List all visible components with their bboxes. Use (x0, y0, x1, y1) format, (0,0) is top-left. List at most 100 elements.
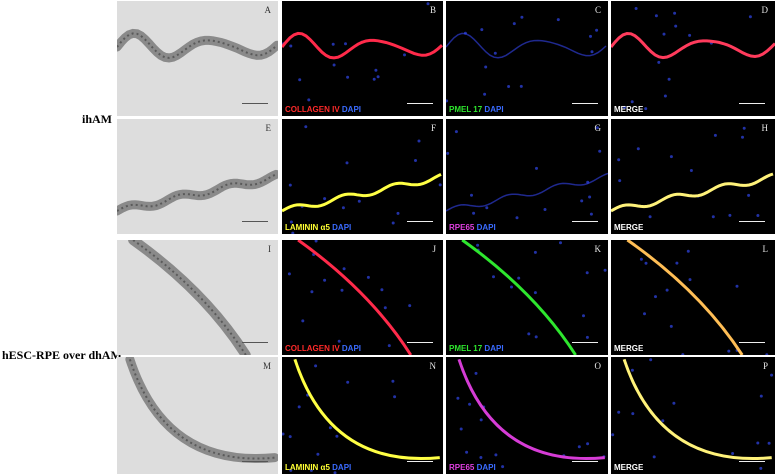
dapi-nucleus (333, 471, 337, 474)
dapi-nucleus (669, 324, 673, 328)
dapi-nucleus (465, 450, 469, 454)
dapi-nucleus (657, 60, 661, 64)
dapi-nucleus (446, 151, 450, 155)
stain-label: MERGE (614, 344, 644, 353)
panel-image (626, 240, 769, 355)
tissue-texture (132, 240, 247, 355)
dapi-nucleus (636, 147, 640, 151)
panel-letter: I (268, 244, 271, 254)
panel-g: G RPE65 DAPI (446, 119, 608, 234)
panel-i: I (117, 240, 278, 355)
dapi-nucleus (316, 452, 320, 456)
dapi-nucleus (346, 75, 350, 79)
stain-caption: RPE65 DAPI (449, 464, 496, 472)
stain-caption: MERGE (614, 224, 643, 232)
dapi-nucleus (383, 306, 387, 310)
stain-label: DAPI (341, 344, 362, 353)
dapi-nucleus (689, 169, 693, 172)
dapi-nucleus (309, 468, 313, 472)
fluorescent-signal (461, 240, 577, 355)
dapi-nucleus (756, 441, 760, 445)
dapi-nucleus (735, 284, 739, 288)
panel-image (287, 240, 413, 355)
stain-caption: LAMININ α5 DAPI (285, 464, 351, 472)
panel-letter: E (265, 123, 272, 133)
fluorescent-signal (622, 358, 772, 460)
stain-caption: LAMININ α5 DAPI (285, 224, 351, 232)
dapi-nucleus (688, 278, 692, 282)
dapi-nucleus (446, 99, 449, 103)
dapi-nucleus (747, 193, 751, 197)
panel-l: L MERGE (611, 240, 775, 355)
panel-image (456, 358, 606, 469)
dapi-nucleus (520, 15, 524, 19)
scale-bar (407, 460, 433, 462)
panel-image (282, 358, 440, 474)
dapi-nucleus (756, 214, 760, 217)
dapi-nucleus (485, 206, 489, 210)
stain-label: PMEL 17 (449, 344, 485, 353)
dapi-nucleus (669, 155, 673, 159)
panel-image (128, 240, 251, 355)
dapi-nucleus (331, 42, 335, 46)
panel-e: E (117, 119, 278, 234)
dapi-nucleus (517, 276, 521, 280)
tissue-section (125, 357, 278, 463)
scale-bar (572, 102, 598, 104)
panel-b: B COLLAGEN IV DAPI (282, 1, 443, 116)
dapi-nucleus (748, 15, 752, 19)
fluorescent-signal (611, 172, 774, 213)
dapi-nucleus (459, 427, 463, 431)
scale-bar (739, 220, 765, 222)
dapi-nucleus (341, 206, 345, 210)
dapi-nucleus (767, 441, 771, 445)
panel-letter: P (762, 361, 768, 371)
dapi-nucleus (630, 368, 634, 372)
dapi-nucleus (577, 445, 581, 449)
dapi-nucleus (372, 77, 376, 81)
scale-bar (242, 460, 268, 462)
scale-bar (407, 102, 433, 104)
stain-label: DAPI (476, 463, 496, 472)
stain-label: DAPI (341, 105, 362, 114)
dapi-nucleus (711, 215, 715, 219)
fluorescent-signal (297, 240, 413, 355)
dapi-nucleus (631, 412, 635, 416)
dapi-nucleus (688, 33, 692, 37)
section-divider (0, 236, 777, 238)
dapi-nucleus (484, 65, 488, 69)
dapi-nucleus (494, 453, 498, 457)
fluorescent-signal (446, 32, 607, 59)
dapi-nucleus (654, 295, 657, 299)
dapi-nucleus (472, 211, 476, 215)
panel-letter: O (594, 361, 602, 371)
dapi-nucleus (438, 183, 442, 187)
dapi-nucleus (662, 32, 666, 36)
panel-image (461, 240, 607, 355)
panel-o: O RPE65 DAPI (446, 357, 608, 474)
dapi-nucleus (314, 240, 318, 243)
dapi-nucleus (396, 211, 400, 215)
panel-image (611, 126, 774, 219)
panel-letter: H (761, 123, 769, 133)
dapi-nucleus (533, 250, 537, 254)
dapi-nucleus (414, 159, 417, 162)
dapi-nucleus (403, 53, 406, 57)
dapi-nucleus (590, 50, 594, 54)
dapi-nucleus (731, 452, 735, 455)
dapi-nucleus (589, 212, 593, 216)
dapi-nucleus (618, 179, 622, 183)
dapi-nucleus (337, 339, 341, 343)
panel-k: K PMEL 17 DAPI (446, 240, 608, 355)
panel-j: J COLLAGEN IV DAPI (282, 240, 443, 355)
dapi-nucleus (667, 77, 671, 81)
panel-letter: F (430, 123, 436, 133)
dapi-nucleus (598, 149, 602, 153)
dapi-nucleus (535, 166, 538, 170)
dapi-nucleus (585, 271, 589, 275)
dapi-nucleus (643, 312, 646, 316)
scale-bar (739, 341, 765, 343)
stain-caption: COLLAGEN IV DAPI (285, 345, 361, 353)
dapi-nucleus (344, 42, 347, 46)
dapi-nucleus (492, 275, 495, 279)
